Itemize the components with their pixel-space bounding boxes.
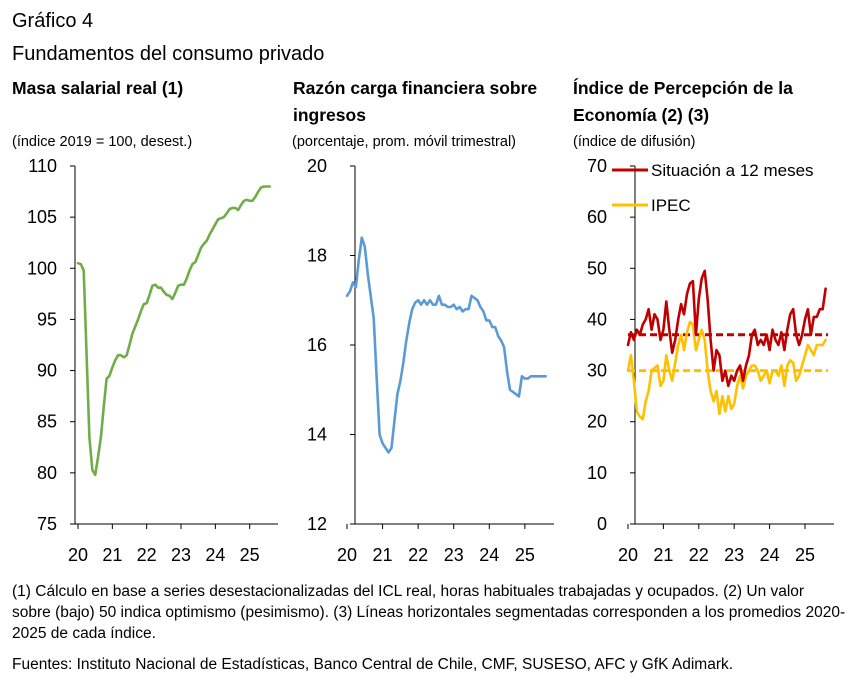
series-line-situacion bbox=[626, 269, 827, 388]
y-tick-label: 95 bbox=[37, 309, 57, 329]
panel-2-title: Razón carga financiera sobre ingresos bbox=[293, 78, 538, 125]
x-tick-label: 20 bbox=[337, 545, 357, 565]
legend-label-ipec: IPEC bbox=[651, 196, 691, 215]
x-tick-label: 25 bbox=[515, 545, 535, 565]
panel-1-title: Masa salarial real (1) bbox=[12, 78, 184, 98]
x-tick-label: 25 bbox=[240, 545, 260, 565]
panel-3-unit: (índice de difusión) bbox=[573, 134, 696, 150]
x-tick-label: 21 bbox=[102, 545, 122, 565]
figure-title: Fundamentos del consumo privado bbox=[12, 43, 325, 65]
y-tick-label: 85 bbox=[37, 412, 57, 432]
panel-2-unit: (porcentaje, prom. móvil trimestral) bbox=[292, 134, 516, 150]
x-tick-label: 21 bbox=[653, 545, 673, 565]
panel-2-series-line bbox=[345, 236, 547, 454]
y-tick-label: 16 bbox=[307, 335, 327, 355]
y-tick-label: 60 bbox=[587, 207, 607, 227]
panel-1-unit: (índice 2019 = 100, desest.) bbox=[12, 134, 193, 150]
y-tick-label: 12 bbox=[307, 514, 327, 534]
sources: Fuentes: Instituto Nacional de Estadísti… bbox=[12, 656, 734, 673]
y-tick-label: 10 bbox=[587, 463, 607, 483]
x-tick-label: 23 bbox=[444, 545, 464, 565]
x-tick-label: 25 bbox=[795, 545, 815, 565]
x-tick-label: 21 bbox=[373, 545, 393, 565]
y-tick-label: 0 bbox=[597, 514, 607, 534]
legend-label-situacion: Situación a 12 meses bbox=[651, 161, 814, 180]
x-tick-label: 22 bbox=[689, 545, 709, 565]
y-tick-label: 105 bbox=[27, 207, 57, 227]
x-tick-label: 22 bbox=[137, 545, 157, 565]
y-tick-label: 50 bbox=[587, 258, 607, 278]
y-tick-label: 18 bbox=[307, 246, 327, 266]
figure-label: Gráfico 4 bbox=[12, 10, 94, 32]
y-tick-label: 70 bbox=[587, 156, 607, 176]
panel-3-title: Índice de Percepción de la Economía (2) … bbox=[573, 78, 793, 125]
x-tick-label: 24 bbox=[760, 545, 780, 565]
y-tick-label: 110 bbox=[28, 156, 57, 176]
panel-1-series-line bbox=[76, 185, 272, 477]
x-tick-label: 24 bbox=[205, 545, 225, 565]
y-tick-label: 100 bbox=[27, 258, 57, 278]
footnote: (1) Cálculo en base a series desestacion… bbox=[12, 583, 846, 642]
y-tick-label: 80 bbox=[37, 463, 57, 483]
x-tick-label: 23 bbox=[171, 545, 191, 565]
y-tick-label: 75 bbox=[37, 514, 57, 534]
y-tick-label: 14 bbox=[307, 425, 327, 445]
x-tick-label: 24 bbox=[479, 545, 499, 565]
y-tick-label: 20 bbox=[587, 412, 607, 432]
x-tick-label: 22 bbox=[408, 545, 428, 565]
y-tick-label: 20 bbox=[307, 156, 327, 176]
y-tick-label: 40 bbox=[587, 309, 607, 329]
series-line-ipec bbox=[626, 320, 827, 421]
y-tick-label: 90 bbox=[37, 361, 57, 381]
y-tick-label: 30 bbox=[587, 361, 607, 381]
x-tick-label: 20 bbox=[618, 545, 638, 565]
x-tick-label: 23 bbox=[724, 545, 744, 565]
x-tick-label: 20 bbox=[68, 545, 88, 565]
